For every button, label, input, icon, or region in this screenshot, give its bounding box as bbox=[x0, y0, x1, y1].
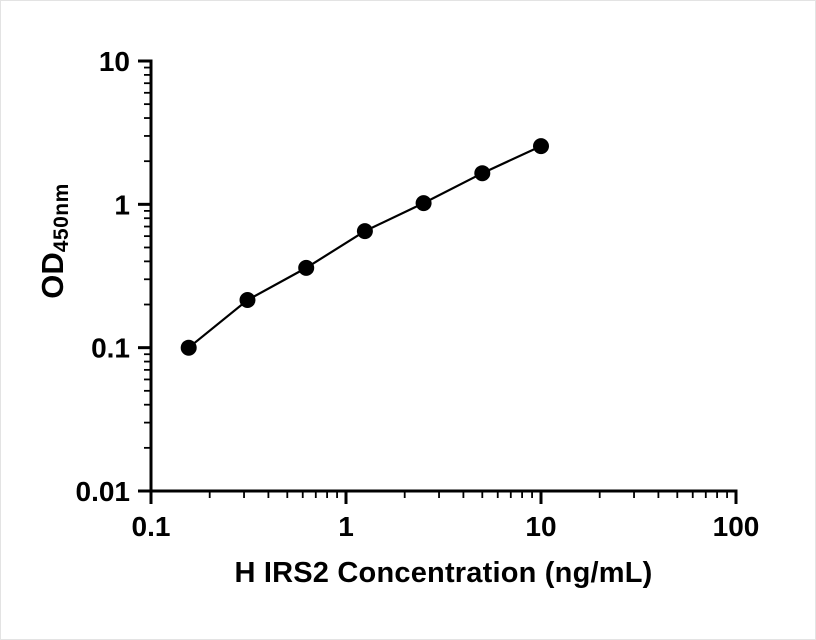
x-tick-label: 100 bbox=[713, 511, 760, 542]
data-point-marker bbox=[415, 195, 432, 212]
y-tick-label: 1 bbox=[114, 189, 130, 220]
y-tick-label: 0.01 bbox=[76, 476, 131, 507]
data-point-marker bbox=[533, 138, 549, 155]
data-point-marker bbox=[356, 223, 373, 240]
x-tick-label: 0.1 bbox=[132, 511, 171, 542]
data-point-marker bbox=[180, 339, 197, 356]
y-tick-label: 0.1 bbox=[91, 333, 130, 364]
y-axis-title: OD450nm bbox=[35, 183, 73, 299]
y-axis-title-subscript: 450nm bbox=[50, 183, 73, 253]
data-point-marker bbox=[474, 165, 491, 182]
y-tick-label: 10 bbox=[99, 46, 130, 77]
x-tick-label: 10 bbox=[525, 511, 556, 542]
x-axis-title: H IRS2 Concentration (ng/mL) bbox=[234, 557, 653, 589]
data-point-marker bbox=[239, 292, 256, 308]
data-point-marker bbox=[298, 259, 315, 276]
y-axis-title-main: OD bbox=[35, 252, 70, 299]
x-tick-label: 1 bbox=[338, 511, 354, 542]
